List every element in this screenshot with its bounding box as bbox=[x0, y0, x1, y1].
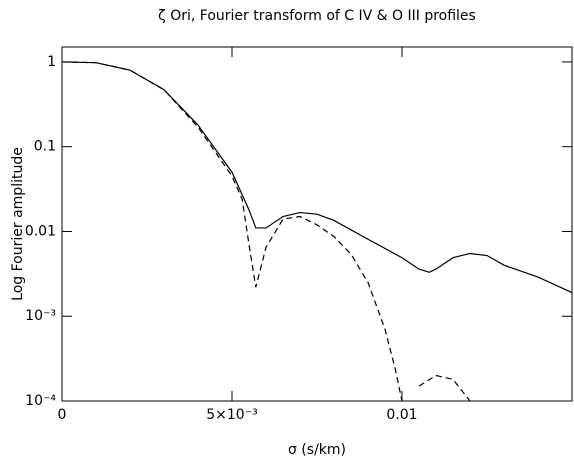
x-tick-label: 5×10⁻³ bbox=[206, 407, 257, 423]
y-tick-label: 1 bbox=[47, 54, 56, 70]
plot-frame bbox=[61, 46, 573, 402]
data-line bbox=[61, 61, 471, 402]
y-axis-label: Log Fourier amplitude bbox=[10, 147, 26, 301]
y-tick-label: 0.01 bbox=[25, 223, 56, 239]
x-tick-label: 0.01 bbox=[386, 407, 417, 423]
x-tick-label: 0 bbox=[58, 407, 67, 423]
y-tick-label: 10⁻⁴ bbox=[25, 393, 56, 409]
x-axis-label: σ (s/km) bbox=[288, 442, 346, 458]
y-tick-label: 10⁻³ bbox=[25, 308, 56, 324]
data-line bbox=[61, 61, 573, 294]
chart-title: ζ Ori, Fourier transform of C IV & O III… bbox=[158, 8, 476, 24]
y-tick-label: 0.1 bbox=[34, 139, 56, 155]
